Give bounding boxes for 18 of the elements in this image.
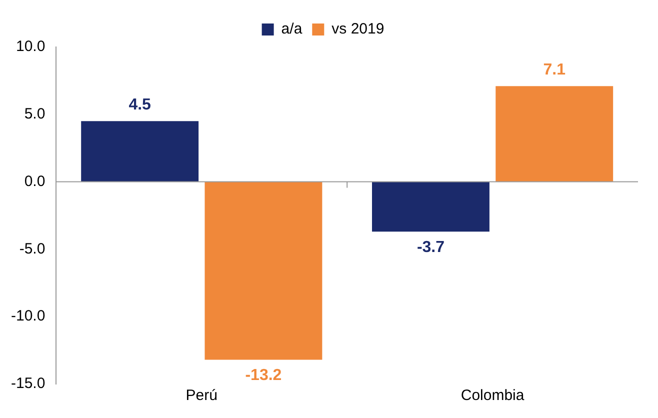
- legend-label: vs 2019: [332, 20, 384, 38]
- y-tick-label: -15.0: [10, 375, 46, 392]
- data-label: -13.2: [245, 367, 282, 384]
- y-tick-label: 0.0: [24, 172, 46, 190]
- y-tick-label: -10.0: [10, 308, 46, 325]
- y-tick-label: 5.0: [24, 106, 46, 123]
- x-tick-label: Colombia: [460, 387, 525, 404]
- bar: [496, 86, 614, 182]
- data-label: 4.5: [128, 96, 152, 114]
- y-tick-label: 10.0: [16, 38, 46, 56]
- x-tick-label: Perú: [186, 387, 218, 404]
- legend-label: a/a: [281, 20, 303, 38]
- bar: [204, 182, 322, 360]
- data-label: 7.1: [543, 62, 566, 78]
- bar: [81, 121, 199, 182]
- data-label: -3.7: [416, 239, 445, 256]
- bar: [372, 182, 490, 232]
- y-tick-label: -5.0: [19, 240, 46, 258]
